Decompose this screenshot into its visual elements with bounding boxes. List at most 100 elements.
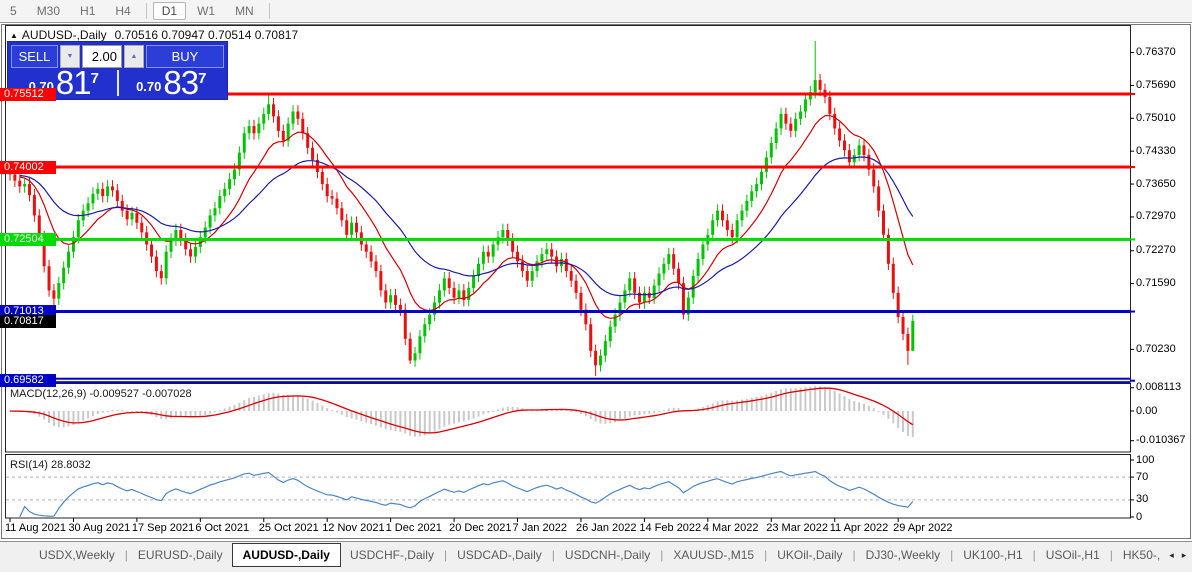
- timeframe-button-h4[interactable]: H4: [115, 4, 131, 18]
- timeframe-button-w1[interactable]: W1: [197, 4, 216, 18]
- macd-histogram-bar: [579, 411, 582, 415]
- candle-body: [618, 302, 622, 315]
- macd-histogram-bar: [765, 394, 768, 411]
- candle-body: [379, 271, 383, 291]
- tab-ukoil-daily[interactable]: UKOil-,Daily: [777, 548, 843, 562]
- tab-separator: |: [551, 548, 555, 562]
- level-tick: [1130, 238, 1135, 241]
- rsi-name: RSI(14): [10, 459, 48, 471]
- candle-body: [408, 338, 412, 361]
- timeframe-button-mn[interactable]: MN: [235, 4, 254, 18]
- sell-button[interactable]: SELL: [11, 45, 58, 68]
- macd-histogram-bar: [335, 411, 338, 413]
- candle-body: [47, 266, 51, 291]
- candle-body: [242, 133, 246, 153]
- candle-body: [130, 213, 134, 220]
- window-frame: [1, 24, 1191, 539]
- macd-histogram-bar: [72, 411, 75, 426]
- macd-histogram-bar: [482, 411, 485, 415]
- tab-eurusd-daily[interactable]: EURUSD-,Daily: [137, 548, 223, 562]
- macd-histogram-bar: [296, 395, 299, 411]
- macd-histogram-bar: [316, 402, 319, 411]
- macd-histogram-bar: [789, 388, 792, 411]
- macd-histogram-bar: [809, 386, 812, 411]
- candle-body: [784, 113, 788, 124]
- tab-scroll-left-icon[interactable]: ◂: [1169, 550, 1174, 560]
- timeframe-button-d1[interactable]: D1: [152, 2, 187, 20]
- candle-body: [833, 113, 837, 129]
- macd-histogram-bar: [741, 399, 743, 411]
- chart-ohlc-values: 0.70516 0.70947 0.70514 0.70817: [114, 28, 299, 42]
- date-axis-label: 6 Oct 2021: [195, 522, 250, 534]
- candle-body: [150, 244, 154, 257]
- tab-usoil-h1[interactable]: USOil-,H1: [1045, 548, 1100, 562]
- level-tick: [1130, 166, 1135, 169]
- toolbar-separator: [268, 3, 270, 19]
- timeframe-button-5[interactable]: 5: [10, 4, 17, 18]
- macd-histogram-bar: [91, 411, 94, 417]
- tab-xauusd-m15[interactable]: XAUUSD-,M15: [673, 548, 755, 562]
- macd-histogram-bar: [233, 404, 236, 411]
- price-axis-label: 0.76370: [1136, 46, 1176, 59]
- tab-dj30-weekly[interactable]: DJ30-,Weekly: [865, 548, 941, 562]
- candle-body: [115, 190, 119, 201]
- candle-body: [476, 263, 480, 276]
- tab-usdx-weekly[interactable]: USDX,Weekly: [39, 548, 115, 562]
- macd-histogram-bar: [48, 411, 51, 423]
- timeframe-button-h1[interactable]: H1: [80, 4, 96, 18]
- candle-body: [345, 220, 349, 235]
- macd-histogram-bar: [38, 411, 41, 417]
- candle-body: [818, 80, 822, 90]
- tab-uk100-h1[interactable]: UK100-,H1: [963, 548, 1023, 562]
- tab-audusd-daily[interactable]: AUDUSD-,Daily: [231, 543, 341, 567]
- tab-separator: |: [852, 548, 856, 562]
- macd-histogram-bar: [506, 406, 509, 411]
- macd-histogram-bar: [384, 411, 387, 430]
- tab-usdcnh-daily[interactable]: USDCNH-,Daily: [564, 548, 651, 562]
- tab-usdchf-daily[interactable]: USDCHF-,Daily: [349, 548, 434, 562]
- macd-name: MACD(12,26,9): [10, 388, 87, 400]
- candle-body: [71, 237, 75, 252]
- volume-increase-button[interactable]: ▲: [124, 45, 144, 68]
- macd-panel-frame: [5, 383, 1131, 453]
- macd-histogram-bar: [282, 394, 285, 411]
- macd-histogram-bar: [101, 411, 104, 413]
- macd-histogram-bar: [497, 409, 499, 411]
- volume-decrease-button[interactable]: ▼: [60, 45, 80, 68]
- candle-body: [882, 210, 886, 235]
- candle-body: [677, 268, 681, 284]
- candle-body: [750, 191, 754, 201]
- macd-histogram-bar: [731, 400, 734, 411]
- candle-body: [423, 324, 427, 337]
- buy-button[interactable]: BUY: [146, 45, 224, 68]
- candle-body: [96, 188, 100, 194]
- macd-histogram-bar: [848, 399, 851, 411]
- candle-body: [760, 171, 764, 185]
- tab-hk50[interactable]: HK50-,: [1122, 548, 1161, 562]
- macd-histogram-bar: [863, 403, 865, 411]
- buy-price-display[interactable]: 0.70 83 7: [118, 70, 224, 96]
- tab-scroll-right-icon[interactable]: ▸: [1181, 550, 1187, 560]
- candle-body: [232, 169, 236, 180]
- macd-histogram-bar: [350, 411, 353, 419]
- macd-histogram-bar: [165, 411, 168, 419]
- date-axis-label: 23 Mar 2022: [766, 522, 829, 534]
- macd-histogram-bar: [375, 411, 377, 426]
- macd-histogram-bar: [262, 394, 265, 411]
- macd-histogram-bar: [331, 410, 334, 412]
- macd-histogram-bar: [228, 406, 231, 411]
- candle-body: [462, 290, 466, 301]
- date-axis-label: 29 Apr 2022: [893, 522, 953, 534]
- tab-usdcad-daily[interactable]: USDCAD-,Daily: [457, 548, 542, 562]
- buy-price-big: 83: [163, 70, 199, 96]
- macd-signal-line: [9, 387, 914, 434]
- candle-body: [398, 304, 402, 310]
- price-level-badge: 0.69582: [0, 374, 56, 388]
- candle-body: [828, 97, 832, 114]
- macd-indicator-label: MACD(12,26,9) -0.009527 -0.007028: [10, 388, 192, 400]
- candle-body: [481, 251, 485, 264]
- volume-input[interactable]: [82, 45, 122, 68]
- timeframe-button-m30[interactable]: M30: [36, 4, 61, 18]
- candle-body: [911, 321, 915, 351]
- macd-histogram-bar: [492, 411, 495, 412]
